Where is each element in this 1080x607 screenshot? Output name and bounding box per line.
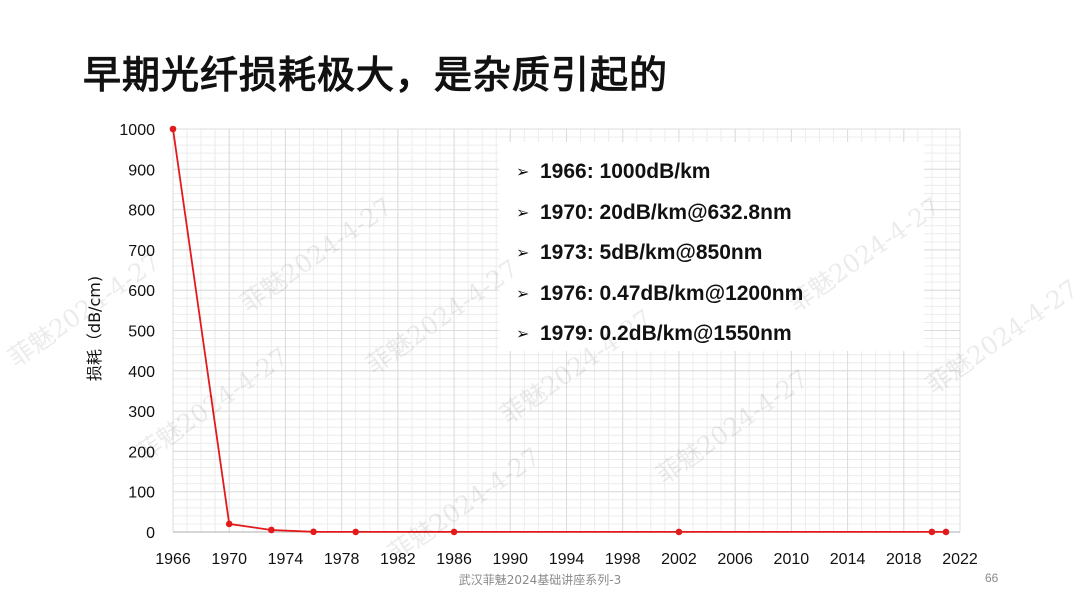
x-tick-label: 2006 [717,551,753,568]
data-point [928,528,936,536]
arrow-bullet-icon: ➢ [516,204,530,222]
data-point [352,528,359,536]
y-tick-label: 900 [128,162,155,179]
data-point [450,528,458,536]
annotation-item: ➢ 1973: 5dB/km@850nm [516,233,924,274]
x-tick-label: 1994 [549,551,585,568]
y-tick-label: 800 [128,203,155,220]
y-tick-label: 0 [146,525,155,542]
x-tick-label: 1998 [605,551,641,568]
x-tick-label: 1986 [436,551,472,568]
annotation-text: 1976: 0.47dB/km@1200nm [540,281,804,305]
annotation-item: ➢ 1970: 20dB/km@632.8nm [516,193,924,234]
annotation-item: ➢ 1976: 0.47dB/km@1200nm [516,274,924,315]
y-tick-label: 400 [128,364,155,381]
annotation-list: ➢ 1966: 1000dB/km ➢ 1970: 20dB/km@632.8nm … [499,142,924,355]
data-point [225,520,233,528]
arrow-bullet-icon: ➢ [516,285,530,303]
y-axis-title: 损耗（dB/cm) [85,276,104,381]
y-tick-label: 1000 [119,122,155,139]
x-tick-label: 1970 [211,551,247,568]
y-tick-label: 700 [128,243,155,260]
annotation-text: 1970: 20dB/km@632.8nm [540,200,792,224]
x-tick-label: 1982 [380,551,416,568]
slide-title: 早期光纤损耗极大，是杂质引起的 [83,53,669,97]
annotation-item: ➢ 1979: 0.2dB/km@1550nm [516,314,924,355]
data-point [310,528,317,536]
x-tick-label: 2014 [830,551,866,568]
x-tick-label: 2010 [774,551,810,568]
page-number: 66 [985,571,999,585]
y-tick-label: 100 [128,485,155,502]
arrow-bullet-icon: ➢ [516,164,530,182]
annotation-box: ➢ 1966: 1000dB/km ➢ 1970: 20dB/km@632.8nm … [499,142,924,351]
x-tick-label: 1978 [324,551,360,568]
arrow-bullet-icon: ➢ [516,245,530,263]
x-tick-label: 1974 [268,551,304,568]
y-tick-label: 300 [128,404,155,421]
x-tick-label: 1966 [155,551,191,568]
data-point [169,125,177,133]
annotation-item: ➢ 1966: 1000dB/km [516,152,924,193]
data-point [942,528,950,536]
x-tick-label: 2002 [661,551,697,568]
x-tick-label: 1990 [492,551,528,568]
slide-footer: 武汉菲魅2024基础讲座系列-3 [458,573,622,587]
y-tick-label: 500 [128,324,155,341]
y-tick-label: 600 [128,283,155,300]
x-tick-label: 2018 [886,551,922,568]
data-point [675,528,683,536]
y-tick-label: 200 [128,444,155,461]
x-tick-label: 2022 [942,551,978,568]
data-point [268,526,275,534]
annotation-text: 1973: 5dB/km@850nm [540,241,763,265]
annotation-text: 1966: 1000dB/km [540,160,711,184]
annotation-text: 1979: 0.2dB/km@1550nm [540,322,792,346]
arrow-bullet-icon: ➢ [516,326,530,344]
